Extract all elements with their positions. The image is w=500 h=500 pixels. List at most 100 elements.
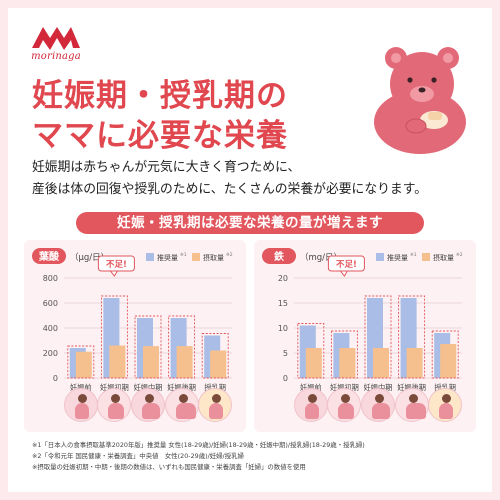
x-tick-label: 妊娠前 <box>300 383 322 392</box>
legend-swatch <box>192 253 200 261</box>
stage-illustration-icon <box>97 388 132 422</box>
intro-line-1: 妊娠期は赤ちゃんが元気に大きく育つために、 <box>32 160 301 175</box>
stage-illustration-icon <box>394 388 429 422</box>
legend-note: ※2 <box>456 252 463 258</box>
bar-intake <box>373 348 389 378</box>
headline: 妊娠期・授乳期の ママに必要な栄養 <box>32 76 288 156</box>
bar-intake <box>143 346 159 378</box>
legend-label: 推奨量 <box>387 253 408 262</box>
stage-illustration-icon <box>164 388 199 422</box>
legend-label: 摂取量 <box>433 253 454 262</box>
bar-intake <box>176 346 193 378</box>
chart-unit: （mg/日） <box>300 252 342 263</box>
footnote-2: ※2「令和元年 国民健康・栄養調査」中央値 女性(20-29歳)/妊婦/授乳婦 <box>32 452 244 460</box>
shortfall-outline <box>134 315 162 379</box>
shortfall-outline <box>201 333 229 379</box>
brand-wordmark: morinaga <box>31 51 81 62</box>
stage-illustration-icon <box>131 388 165 422</box>
legend-label: 推奨量 <box>157 253 178 262</box>
x-tick-label: 妊娠中期 <box>364 383 393 392</box>
shortfall-outline <box>330 330 358 379</box>
figure-head-icon <box>77 394 87 403</box>
headline-line-2: ママに必要な栄養 <box>32 118 288 154</box>
y-tick-label: 0 <box>53 374 58 383</box>
stage-illustration-icon <box>293 388 328 422</box>
headline-line-1: 妊娠期・授乳期の <box>32 78 288 114</box>
figure-head-icon <box>111 394 121 403</box>
bar-intake <box>305 348 322 378</box>
banner-text: 妊娠・授乳期は必要な栄養の量が増えます <box>117 215 383 231</box>
x-tick-label: 妊娠後期 <box>167 383 196 392</box>
footnote-1: ※1「日本人の食事摂取基準2020年版」推奨量 女性(18-29歳)/妊婦(18… <box>32 441 365 449</box>
figure-body-icon <box>372 403 390 419</box>
legend-label: 摂取量 <box>203 253 224 262</box>
shortfall-outline <box>297 323 325 379</box>
stage-illustration-icon <box>428 388 463 422</box>
bear-mascot-icon <box>374 47 466 154</box>
callout-tail <box>109 270 119 277</box>
x-tick-label: 授乳期 <box>204 383 226 392</box>
shortfall-outline <box>168 315 196 379</box>
y-tick-label: 0 <box>283 374 288 383</box>
bar-intake <box>210 350 227 378</box>
legend-swatch <box>422 253 430 261</box>
callout-text: 不足! <box>336 260 357 270</box>
footnote-3: ※摂取量の妊娠初期・中期・後期の数値は、いずれも国民健康・栄養調査「妊婦」の数値… <box>32 463 306 471</box>
figure-head-icon <box>408 394 418 403</box>
stage-illustration-icon <box>327 388 362 422</box>
legend-swatch <box>376 253 384 261</box>
figure-body-icon <box>338 403 355 419</box>
x-tick-label: 妊娠中期 <box>134 383 163 392</box>
stage-illustrations-right <box>254 388 476 432</box>
x-tick-label: 妊娠後期 <box>397 383 426 392</box>
figure-head-icon <box>145 394 154 403</box>
callout-text: 不足! <box>106 260 127 270</box>
x-tick-label: 妊娠初期 <box>100 383 129 392</box>
figure-head-icon <box>212 394 222 403</box>
y-tick-label: 10 <box>278 324 288 333</box>
intro-line-2: 産後は体の回復や授乳のために、たくさんの栄養が必要になります。 <box>32 182 428 197</box>
legend-note: ※2 <box>226 252 233 258</box>
intro-text: 妊娠期は赤ちゃんが元気に大きく育つために、 産後は体の回復や授乳のために、たくさ… <box>32 157 427 201</box>
shortfall-outline <box>431 330 459 379</box>
figure-head-icon <box>178 394 188 403</box>
y-tick-label: 20 <box>278 274 288 283</box>
legend-note: ※1 <box>180 252 187 258</box>
y-tick-label: 400 <box>43 324 58 333</box>
x-tick-label: 妊娠前 <box>70 383 92 392</box>
figure-body-icon <box>175 403 196 419</box>
figure-body-icon <box>74 403 89 419</box>
chart-unit: （μg/日） <box>70 252 109 263</box>
stage-illustration-icon <box>63 388 98 422</box>
chart-title: 鉄 <box>274 250 284 263</box>
figure-head-icon <box>375 394 384 403</box>
chart-title: 葉酸 <box>38 250 60 263</box>
y-tick-label: 600 <box>43 299 58 308</box>
bar-intake <box>109 345 126 378</box>
y-tick-label: 200 <box>43 349 58 358</box>
chart-title-pill <box>262 248 296 264</box>
morinaga-mark-icon <box>32 27 80 50</box>
x-tick-label: 妊娠初期 <box>330 383 359 392</box>
callout-tail <box>339 270 349 277</box>
figure-body-icon <box>142 403 160 419</box>
figure-body-icon <box>304 403 319 419</box>
bar-intake <box>440 344 457 378</box>
legend-note: ※1 <box>410 252 417 258</box>
stage-illustration-icon <box>361 388 395 422</box>
legend-swatch <box>146 253 154 261</box>
y-tick-label: 5 <box>283 349 288 358</box>
figure-body-icon <box>405 403 426 419</box>
x-tick-label: 授乳期 <box>434 383 456 392</box>
chart-title-pill <box>32 248 66 264</box>
figure-body-icon <box>108 403 125 419</box>
figure-body-icon <box>209 403 224 419</box>
section-banner: 妊娠・授乳期は必要な栄養の量が増えます <box>76 212 424 234</box>
bar-intake <box>339 348 356 378</box>
figure-head-icon <box>341 394 351 403</box>
footnotes: ※1「日本人の食事摂取基準2020年版」推奨量 女性(18-29歳)/妊婦(18… <box>32 440 365 473</box>
folate-chart: 葉酸（μg/日）推奨量※1摂取量※20200400600800妊娠前妊娠初期妊娠… <box>32 248 233 392</box>
figure-head-icon <box>307 394 317 403</box>
iron-chart: 鉄 （mg/日） 推奨量※1 摂取量※2 0 5 10 15 20 妊娠前妊娠初期妊娠中期妊娠後期… <box>262 248 463 392</box>
figure-head-icon <box>442 394 452 403</box>
